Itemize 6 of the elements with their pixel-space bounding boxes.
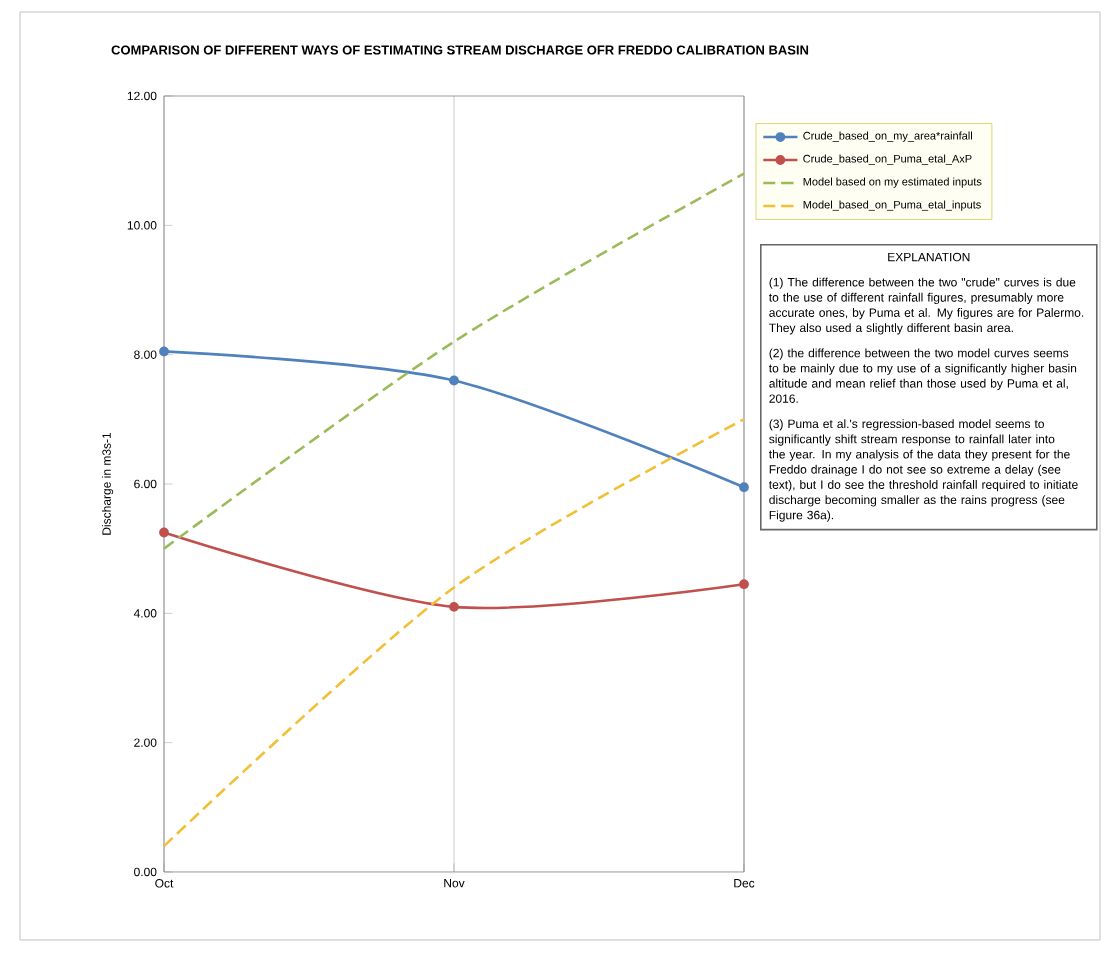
point bbox=[159, 346, 169, 357]
point bbox=[449, 375, 459, 386]
point bbox=[159, 527, 169, 538]
point bbox=[739, 482, 749, 493]
point bbox=[449, 601, 459, 612]
point bbox=[739, 579, 749, 590]
